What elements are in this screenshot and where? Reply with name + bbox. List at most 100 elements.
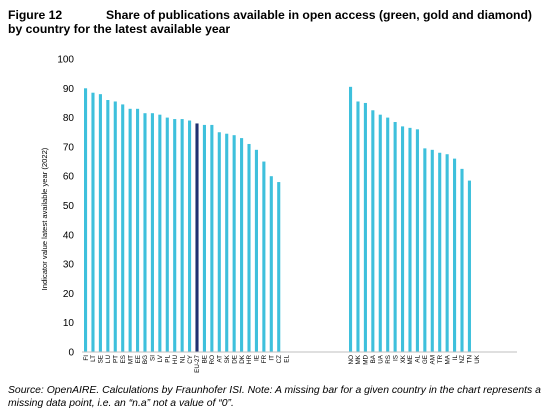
bar-al: [415, 129, 419, 352]
bar-is: [393, 121, 397, 353]
x-axis: FI LT SE LU PT ES MT EE BG SI LV PL HU NL CY EU-27 BE RO A…: [82, 351, 517, 373]
x-tick-label: EL: [283, 355, 290, 363]
x-tick-label: MK: [355, 354, 362, 364]
x-tick-label: MD: [363, 355, 370, 365]
y-tick-label: 30: [63, 260, 75, 271]
bar-ie: [254, 149, 258, 352]
bar-eu-27: [195, 123, 199, 353]
bar-fr: [262, 161, 266, 352]
x-tick-label: DE: [231, 355, 238, 364]
x-tick-label: AT: [216, 355, 223, 363]
x-tick-label: LU: [105, 355, 112, 364]
x-tick-label: FR: [261, 355, 268, 364]
y-tick-label: 90: [63, 84, 75, 95]
x-tick-label: RO: [209, 355, 216, 365]
y-tick-label: 40: [63, 230, 75, 241]
x-tick-label: XK: [400, 354, 407, 363]
y-tick-label: 0: [68, 348, 74, 359]
bar-se: [98, 94, 102, 352]
x-tick-label: EE: [135, 355, 142, 363]
y-tick-label: 70: [63, 142, 75, 153]
bar-ge: [423, 148, 427, 352]
x-tick-label: GE: [422, 355, 429, 364]
x-tick-label: CZ: [276, 355, 283, 364]
y-tick-label: 80: [63, 113, 75, 124]
bar-tr: [438, 152, 442, 352]
bar-me: [408, 127, 412, 352]
x-tick-label: ME: [407, 355, 414, 364]
bar-de: [232, 135, 236, 352]
x-tick-label: BE: [202, 355, 209, 363]
x-tick-label: LV: [157, 354, 164, 362]
x-tick-label: BA: [370, 354, 377, 363]
bar-bg: [143, 113, 147, 352]
y-tick-label: 10: [63, 318, 75, 329]
x-tick-label: AL: [415, 355, 422, 363]
x-tick-label: RS: [385, 355, 392, 364]
y-tick-label: 60: [63, 172, 75, 183]
bar-es: [121, 104, 125, 352]
bar-mk: [356, 101, 360, 352]
x-tick-label: TN: [467, 355, 474, 364]
bar-sk: [225, 133, 229, 352]
bar-lu: [106, 100, 110, 353]
y-axis: 0 10 20 30 40 50 60 70 80 90 100: [57, 55, 74, 359]
x-tick-label: LT: [90, 355, 97, 362]
bar-rs: [386, 117, 390, 352]
x-tick-label: NL: [179, 355, 186, 364]
y-tick-label: 50: [63, 201, 75, 212]
bar-ua: [378, 114, 382, 352]
y-tick-label: 100: [57, 55, 74, 66]
bar-xk: [401, 126, 405, 352]
x-tick-label: SK: [224, 354, 231, 363]
x-tick-label: PT: [112, 355, 119, 363]
x-tick-label: CY: [187, 354, 194, 364]
bar-cz: [277, 182, 281, 352]
bar-ro: [210, 124, 214, 352]
bar-pt: [113, 101, 117, 352]
bar-ma: [445, 154, 449, 352]
bar-lt: [91, 92, 95, 352]
x-tick-label: PL: [164, 355, 171, 363]
bar-mt: [128, 108, 132, 352]
x-tick-label: IE: [254, 355, 261, 361]
y-tick-label: 20: [63, 289, 75, 300]
bar-hu: [173, 119, 177, 352]
figure-number: Figure 12: [8, 8, 63, 22]
x-tick-label: UK: [474, 354, 481, 364]
bar-nz: [460, 168, 464, 352]
x-tick-label: ES: [120, 355, 127, 363]
x-tick-label: SE: [98, 355, 105, 363]
x-tick-label: IS: [392, 355, 399, 361]
x-tick-label: MA: [444, 354, 451, 364]
bar-cy: [188, 120, 192, 352]
bar-ee: [136, 108, 140, 352]
bar-md: [363, 102, 367, 352]
bars: [84, 86, 471, 353]
x-tick-label: IL: [452, 355, 459, 361]
x-tick-label: HU: [172, 355, 179, 365]
x-tick-label: TR: [437, 355, 444, 364]
bar-fi: [84, 88, 88, 353]
source-note: Source: OpenAIRE. Calculations by Fraunh…: [8, 385, 541, 409]
bar-be: [202, 124, 206, 352]
x-tick-label: HR: [246, 355, 253, 365]
x-tick-label: EU-27: [194, 355, 201, 373]
bar-nl: [180, 119, 184, 352]
bar-pl: [165, 117, 169, 352]
x-tick-label: NO: [348, 355, 355, 365]
x-tick-label: NZ: [459, 355, 466, 364]
y-axis-label: Indicator value latest available year (2…: [40, 147, 49, 290]
bar-il: [453, 158, 457, 352]
bar-ba: [371, 110, 375, 353]
bar-at: [217, 132, 221, 352]
x-tick-label: AM: [429, 355, 436, 364]
bar-no: [349, 86, 353, 353]
figure-title: Share of publications available in open …: [8, 8, 532, 36]
bar-dk: [240, 138, 244, 352]
x-tick-label: IT: [269, 355, 276, 361]
x-tick-label: FI: [83, 355, 90, 361]
x-tick-label: SI: [150, 355, 157, 361]
figure-title-block: Figure 12 Share of publications available…: [8, 8, 548, 36]
